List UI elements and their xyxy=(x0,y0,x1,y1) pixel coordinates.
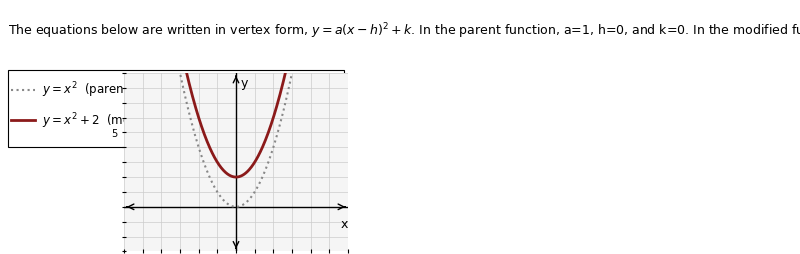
Text: y: y xyxy=(241,77,248,90)
Text: $y = x^{2}$  (parent function): $y = x^{2}$ (parent function) xyxy=(42,81,185,100)
Text: The equations below are written in vertex form, $y = a(x-h)^{2} + k$. In the par: The equations below are written in verte… xyxy=(8,21,800,41)
Text: x: x xyxy=(341,217,348,230)
Text: $y = x^{2} + 2$  (modified function): $y = x^{2} + 2$ (modified function) xyxy=(42,111,219,130)
